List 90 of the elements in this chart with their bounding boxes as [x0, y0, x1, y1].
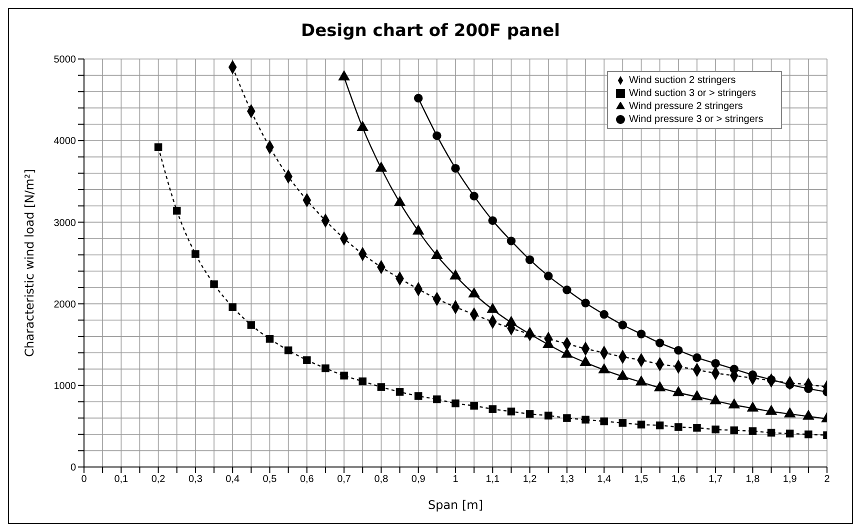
point: [228, 303, 236, 311]
point: [692, 353, 702, 362]
x-tick-label: 1,1: [486, 474, 500, 486]
x-tick-label: 0,8: [374, 474, 389, 486]
x-tick-label: 1,7: [708, 474, 723, 486]
point: [674, 423, 682, 431]
x-tick-label: 1,2: [522, 474, 538, 486]
point: [730, 364, 738, 374]
x-tick-label: 0,7: [337, 474, 352, 486]
point: [451, 164, 460, 173]
point: [766, 375, 776, 384]
x-tick-label: 1,5: [634, 474, 649, 486]
point: [192, 250, 200, 258]
legend-label: Wind pressure 3 or > stringers: [629, 114, 764, 125]
x-tick-label: 1: [452, 474, 459, 486]
point: [433, 395, 441, 404]
point: [786, 430, 794, 438]
chart-title: Design chart of 200F panel: [300, 21, 561, 41]
x-tick-label: 0,4: [226, 474, 240, 486]
x-axis-title: Span [m]: [428, 498, 484, 512]
point: [730, 426, 738, 434]
y-tick-label: 4000: [54, 136, 76, 148]
point: [488, 405, 497, 413]
point: [544, 412, 552, 420]
legend-label: Wind suction 2 stringers: [629, 75, 736, 86]
point: [637, 420, 646, 428]
point: [284, 346, 292, 354]
x-tick-label: 0,1: [114, 474, 129, 486]
point: [767, 428, 776, 437]
point: [210, 280, 218, 288]
point: [636, 330, 646, 338]
y-tick-label: 5000: [54, 54, 76, 66]
point: [303, 356, 311, 364]
point: [266, 335, 274, 343]
point: [432, 131, 442, 140]
x-tick-label: 0: [81, 474, 88, 486]
point: [507, 408, 516, 416]
point: [600, 417, 608, 426]
point: [396, 388, 404, 396]
y-tick-label: 1000: [54, 380, 76, 392]
point: [470, 192, 478, 200]
point: [711, 359, 720, 368]
point: [562, 286, 572, 294]
legend-label: Wind suction 3 or > stringers: [629, 88, 756, 99]
point: [712, 426, 720, 434]
point: [655, 338, 664, 348]
x-tick-label: 1,8: [746, 474, 760, 486]
point: [340, 372, 348, 380]
point: [358, 377, 366, 386]
point: [322, 364, 330, 372]
x-tick-label: 0,6: [300, 474, 314, 486]
point: [656, 422, 664, 430]
point: [618, 320, 628, 330]
y-tick-label: 0: [70, 462, 76, 474]
x-tick-label: 1,4: [597, 474, 612, 486]
legend-label: Wind pressure 2 stringers: [629, 101, 743, 112]
point: [600, 310, 608, 319]
point: [563, 414, 571, 422]
x-tick-label: 0,2: [151, 474, 166, 486]
point: [581, 298, 590, 308]
x-tick-label: 1,9: [782, 474, 798, 486]
point: [452, 399, 460, 408]
point: [526, 410, 534, 418]
x-tick-label: 0,3: [188, 474, 203, 486]
point: [154, 143, 162, 151]
point: [804, 430, 812, 438]
y-axis-title: Characteristic wind load [N/m²]: [22, 169, 36, 357]
point: [247, 321, 256, 329]
y-tick-label: 3000: [54, 218, 76, 229]
point: [414, 392, 422, 400]
point: [488, 216, 498, 225]
point: [618, 419, 627, 427]
point: [674, 346, 683, 355]
point: [414, 94, 423, 103]
point: [748, 427, 757, 435]
x-tick-label: 1,6: [671, 474, 686, 486]
point: [173, 206, 181, 215]
point: [693, 424, 701, 432]
x-tick-label: 1,3: [560, 474, 574, 486]
x-tick-label: 0,9: [411, 474, 426, 486]
x-tick-label: 0,5: [262, 474, 278, 486]
point: [470, 402, 478, 410]
point: [506, 236, 516, 246]
y-tick-label: 2000: [54, 299, 76, 310]
x-tick-label: 2: [824, 474, 830, 486]
point: [785, 380, 794, 389]
point: [544, 272, 553, 280]
point: [377, 383, 386, 391]
point: [525, 255, 534, 264]
point: [582, 416, 590, 424]
